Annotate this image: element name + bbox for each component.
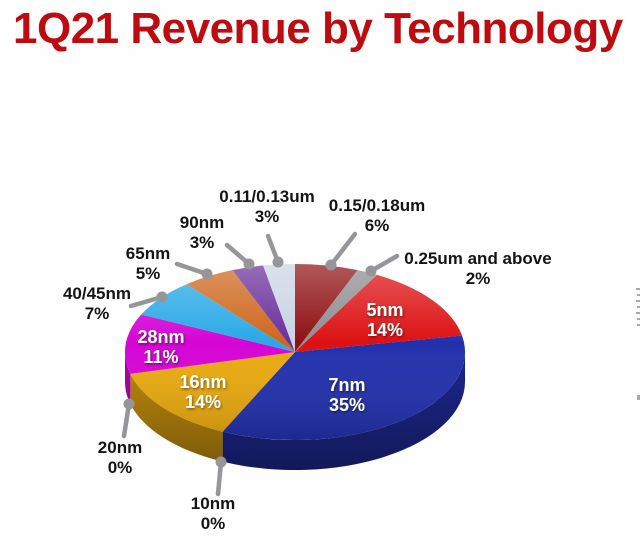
screen-edge-artifact — [635, 0, 640, 537]
slice-label-10nm: 10nm — [191, 494, 235, 513]
pie-slice-side-7nm — [222, 352, 465, 470]
slice-value-16nm: 14% — [185, 392, 221, 412]
callout-dot-20nm — [123, 398, 135, 410]
callout-dot-40-45nm — [156, 291, 168, 303]
slice-value-10nm: 0% — [201, 514, 226, 533]
slice-label-16nm: 16nm — [179, 372, 226, 392]
slice-label-0-15-0-18um: 0.15/0.18um — [329, 196, 425, 215]
callout-dot-0-25um-and-above — [365, 265, 377, 277]
slice-value-90nm: 3% — [190, 233, 215, 252]
slice-value-20nm: 0% — [108, 458, 133, 477]
callout-dot-0-15-0-18um — [325, 259, 337, 271]
slice-value-0-11-0-13um: 3% — [255, 207, 280, 226]
slice-value-65nm: 5% — [136, 264, 161, 283]
callout-dot-65nm — [201, 268, 213, 280]
callout-dot-10nm — [215, 456, 227, 468]
slice-label-20nm: 20nm — [98, 438, 142, 457]
slice-label-65nm: 65nm — [126, 244, 170, 263]
slice-label-40-45nm: 40/45nm — [63, 284, 131, 303]
slice-value-0-15-0-18um: 6% — [365, 216, 390, 235]
slice-label-7nm: 7nm — [328, 375, 365, 395]
callout-line-0-15-0-18um — [328, 231, 358, 268]
callout-dot-90nm — [243, 258, 255, 270]
slice-value-28nm: 11% — [143, 347, 178, 367]
page-title: 1Q21 Revenue by Technology — [13, 4, 623, 53]
slice-label-5nm: 5nm — [366, 300, 403, 320]
slice-label-0-25um-and-above: 0.25um and above — [404, 249, 551, 268]
slice-label-0-11-0-13um: 0.11/0.13um — [219, 187, 314, 206]
slice-value-0-25um-and-above: 2% — [466, 269, 491, 288]
slice-label-28nm: 28nm — [137, 327, 184, 347]
slice-label-90nm: 90nm — [180, 213, 224, 232]
callout-dot-0-11-0-13um — [272, 256, 284, 268]
slice-value-40-45nm: 7% — [85, 304, 110, 323]
slice-value-5nm: 14% — [367, 320, 403, 340]
slice-value-7nm: 35% — [329, 395, 365, 415]
